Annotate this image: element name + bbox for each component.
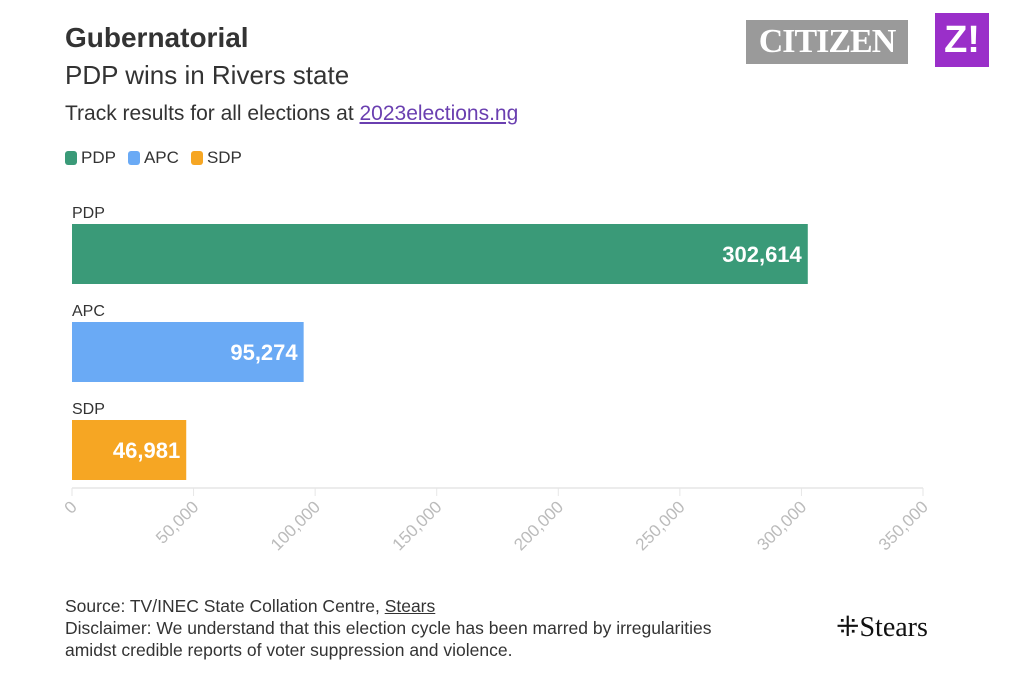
track-text: Track results for all elections at 2023e…: [65, 102, 518, 126]
legend-label: APC: [143, 148, 179, 167]
elections-link[interactable]: 2023elections.ng: [359, 102, 519, 125]
x-tick-label: 50,000: [152, 497, 202, 547]
legend-item-apc: APC: [127, 148, 179, 168]
x-tick-label: 150,000: [389, 497, 446, 554]
legend-swatch: [65, 151, 77, 165]
legend-swatch: [127, 151, 140, 165]
x-tick-label: 300,000: [753, 497, 810, 554]
stears-mark-icon: ⁜: [836, 612, 860, 643]
legend-label: PDP: [81, 148, 116, 167]
bar-sdp: [72, 420, 187, 480]
value-label: 302,614: [722, 242, 802, 267]
bar-apc: [72, 322, 304, 382]
category-label: SDP: [72, 401, 105, 418]
source-link[interactable]: Stears: [384, 596, 436, 616]
value-label: 95,274: [230, 340, 298, 365]
x-tick-label: 0: [61, 497, 81, 517]
source-text: Source: TV/INEC State Collation Centre,: [65, 596, 385, 616]
category-label: PDP: [72, 205, 105, 222]
bar-chart: PDP 302,614 APC 95,274 SDP 46,981 0 50,000 100,0…: [61, 205, 932, 554]
z-logo: Z!: [935, 13, 989, 67]
chart-subtitle: PDP wins in Rivers state: [65, 60, 350, 90]
x-tick-label: 200,000: [510, 497, 567, 554]
legend: PDP APC SDP: [65, 148, 242, 168]
track-label: Track results for all elections at: [65, 102, 360, 125]
footer: Source: TV/INEC State Collation Centre, …: [65, 595, 712, 661]
legend-label: SDP: [206, 148, 242, 167]
x-tick-label: 250,000: [632, 497, 689, 554]
legend-item-pdp: PDP: [65, 148, 116, 168]
x-tick-label: 350,000: [875, 497, 932, 554]
stears-wordmark: Stears: [859, 612, 928, 643]
legend-swatch: [190, 151, 203, 165]
chart-title: Gubernatorial: [65, 22, 249, 53]
category-label: APC: [72, 303, 105, 320]
disclaimer-line-2: amidst credible reports of voter suppres…: [65, 640, 513, 660]
disclaimer-line-1: Disclaimer: We understand that this elec…: [65, 618, 712, 638]
citizen-logo: CITIZEN: [746, 20, 908, 64]
value-label: 46,981: [113, 438, 180, 463]
bar-pdp: [72, 224, 808, 284]
legend-item-sdp: SDP: [190, 148, 242, 168]
x-tick-label: 100,000: [267, 497, 324, 554]
stears-logo: ⁜Stears: [836, 610, 928, 644]
